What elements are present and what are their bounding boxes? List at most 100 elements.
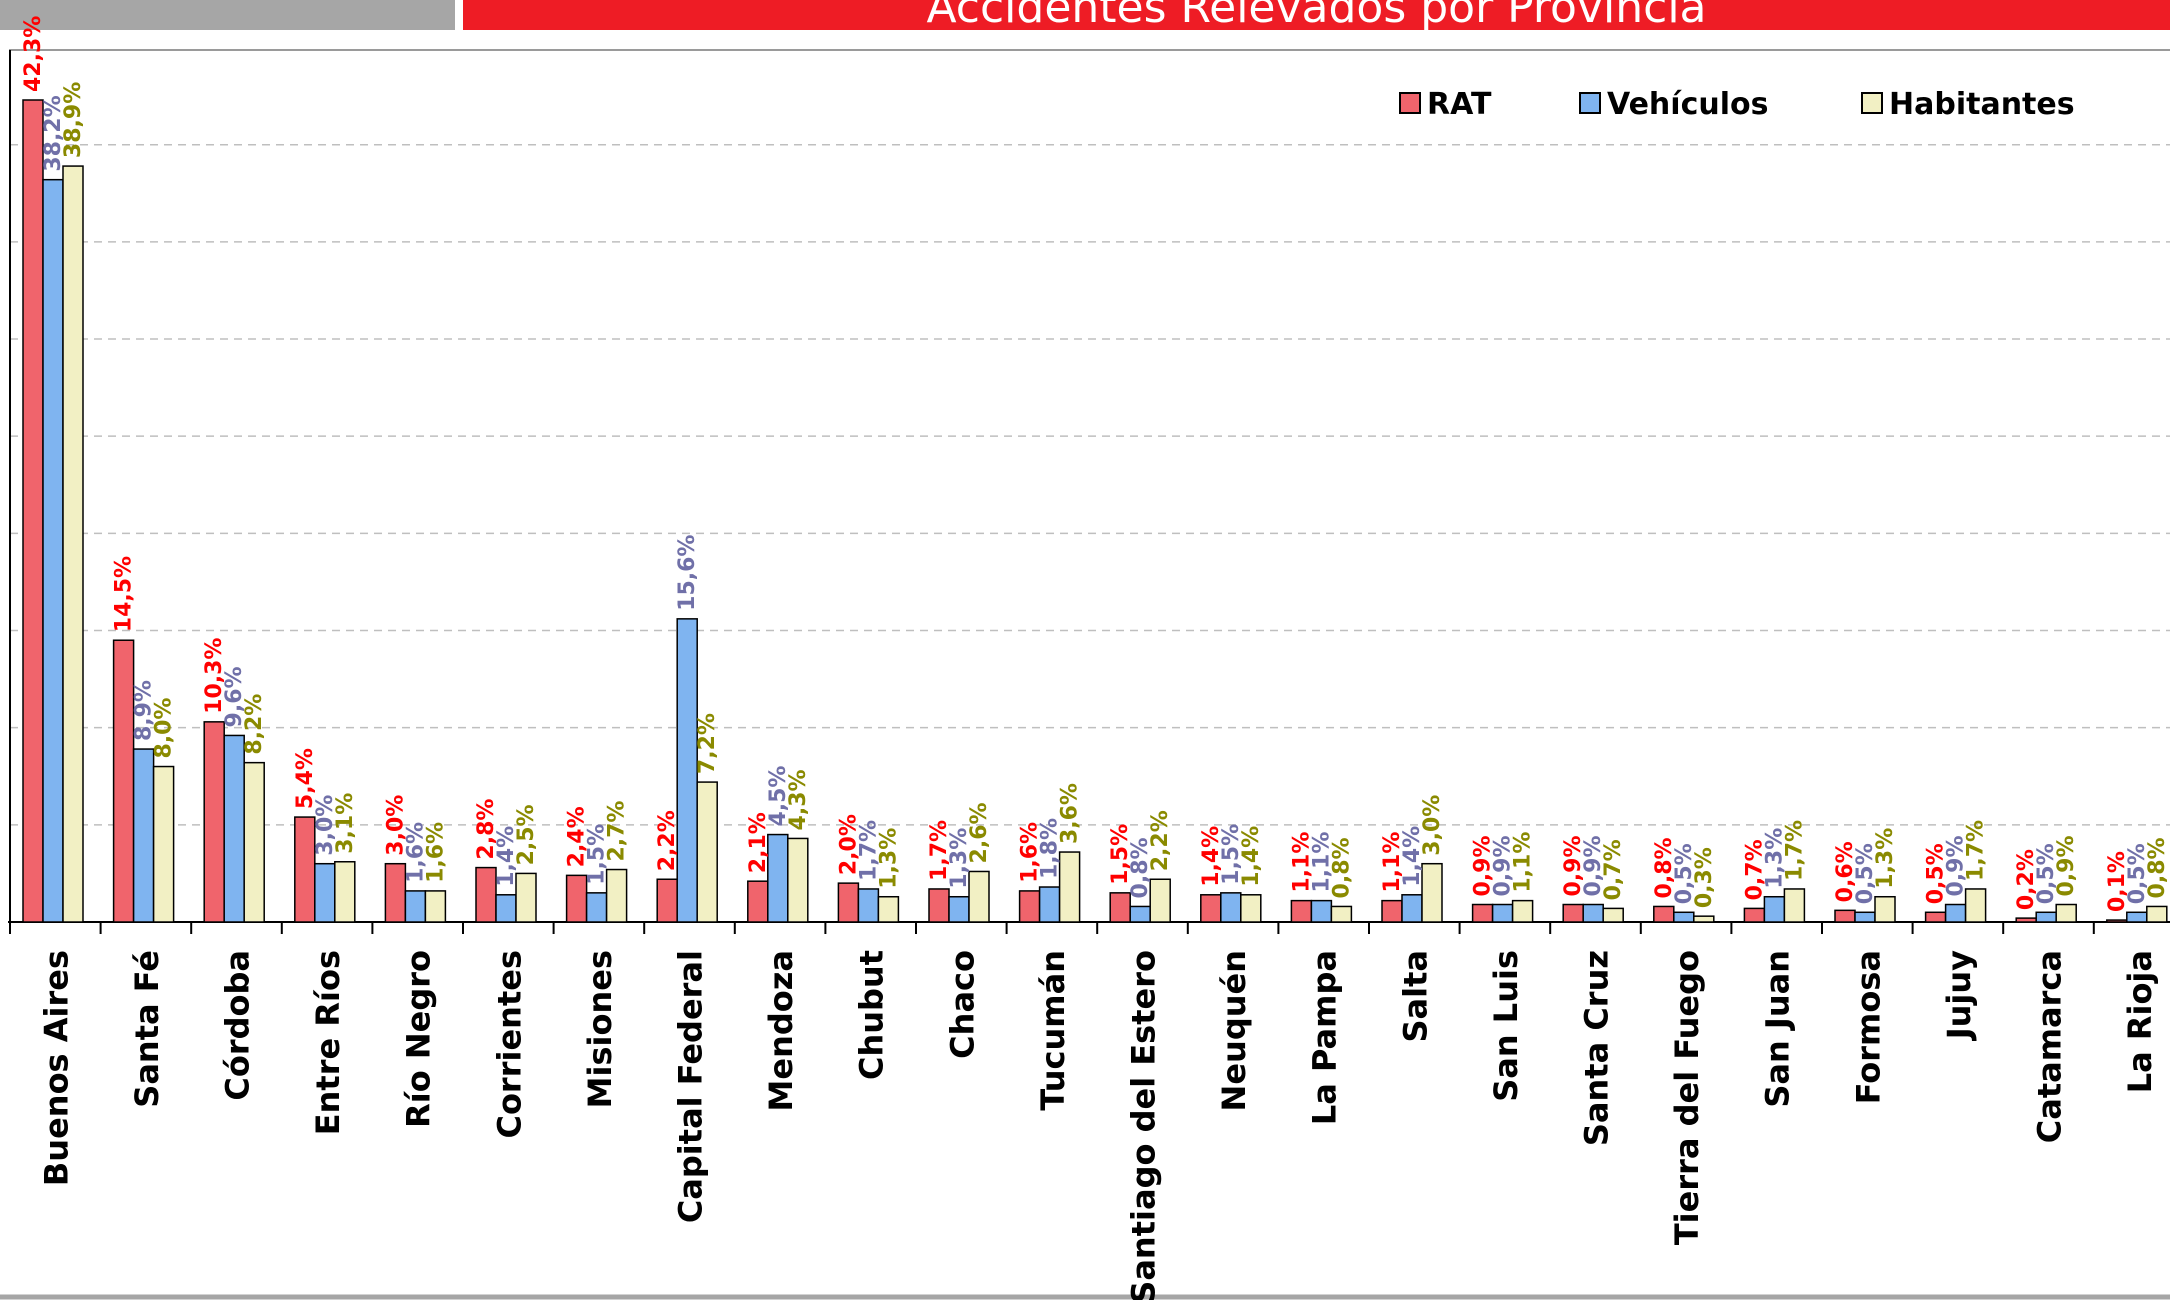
data-label-habitantes: 8,2% [242, 694, 267, 755]
bar-habitantes [968, 870, 990, 923]
data-label-vehiculos: 1,3% [947, 828, 972, 889]
bar-vehiculos [1491, 903, 1514, 923]
bar-rat [2015, 917, 2037, 923]
bar-rat [22, 99, 44, 923]
bar-rat [1924, 911, 1947, 923]
data-label-vehiculos: 4,5% [766, 766, 791, 827]
data-label-rat: 2,4% [565, 806, 590, 867]
bar-rat [112, 639, 135, 923]
bar-rat [1653, 905, 1675, 923]
data-label-rat: 1,1% [1380, 832, 1405, 893]
data-label-vehiculos: 0,5% [1672, 843, 1697, 904]
category-label: Río Negro [400, 950, 438, 1128]
bar-habitantes [1693, 915, 1715, 923]
bar-rat [1834, 909, 1856, 923]
bar-habitantes [424, 890, 447, 923]
data-label-habitantes: 1,3% [1873, 828, 1898, 889]
data-label-habitantes: 1,3% [876, 828, 901, 889]
legend: RAT Vehículos Habitantes [1399, 87, 2075, 122]
data-label-vehiculos: 0,5% [2125, 843, 2150, 904]
data-label-vehiculos: 3,0% [313, 795, 338, 856]
bar-habitantes [1240, 894, 1262, 923]
bar-habitantes [1330, 905, 1353, 923]
data-label-vehiculos: 0,5% [1853, 843, 1878, 904]
bar-habitantes [696, 781, 718, 923]
data-label-vehiculos: 1,6% [403, 822, 428, 883]
category-labels: Buenos Aires Santa Fé Córdoba Entre Ríos Río… [37, 950, 2159, 1300]
bar-habitantes [1149, 878, 1171, 923]
data-label-vehiculos: 8,9% [132, 680, 157, 741]
data-label-vehiculos: 1,1% [1309, 832, 1334, 893]
bar-rat [656, 878, 678, 923]
data-label-rat: 0,2% [2014, 849, 2039, 910]
data-label-habitantes: 4,3% [786, 769, 811, 830]
category-label: Chaco [943, 950, 981, 1059]
bar-rat [294, 816, 316, 923]
bar-vehiculos [1129, 905, 1151, 923]
data-label-habitantes: 2,7% [605, 801, 630, 862]
bar-rat [1109, 892, 1131, 923]
legend-label-rat: RAT [1427, 87, 1492, 122]
bar-rat [565, 874, 588, 923]
data-label-rat: 0,5% [1924, 843, 1949, 904]
bar-habitantes [1058, 851, 1081, 923]
bar-vehiculos [585, 892, 608, 923]
data-label-habitantes: 7,2% [695, 713, 720, 774]
bar-vehiculos [132, 748, 155, 923]
bar-habitantes [1964, 888, 1987, 923]
bar-vehiculos [1673, 911, 1695, 923]
data-label-rat: 42,3% [21, 16, 46, 92]
bar-habitantes [243, 761, 265, 923]
data-label-rat: 0,9% [1471, 835, 1496, 896]
data-label-rat: 1,4% [1199, 826, 1224, 887]
data-label-vehiculos: 1,7% [856, 820, 881, 881]
bar-vehiculos [404, 890, 427, 923]
bar-habitantes [62, 165, 84, 923]
data-label-rat: 0,9% [1561, 835, 1586, 896]
data-label-habitantes: 3,0% [1420, 795, 1445, 856]
bar-vehiculos [1944, 903, 1967, 923]
bar-vehiculos [1854, 911, 1876, 923]
data-label-vehiculos: 0,9% [1491, 835, 1516, 896]
bar-habitantes [2055, 903, 2077, 923]
category-label: Santa Fé [128, 950, 166, 1108]
data-label-vehiculos: 1,4% [494, 826, 519, 887]
data-label-vehiculos: 0,9% [1944, 835, 1969, 896]
bar-vehiculos [1310, 899, 1333, 923]
bar-vehiculos [1038, 886, 1061, 923]
category-label: Buenos Aires [37, 950, 75, 1186]
data-label-vehiculos: 1,3% [1762, 828, 1787, 889]
bar-rat [203, 721, 225, 923]
bar-habitantes [787, 837, 809, 923]
data-label-rat: 1,5% [1108, 824, 1133, 885]
data-label-vehiculos: 1,5% [585, 824, 610, 885]
header-gray-strip [0, 0, 455, 30]
axes [0, 49, 2170, 1300]
category-label: Neuquén [1215, 950, 1253, 1111]
data-label-habitantes: 3,6% [1058, 783, 1083, 844]
bar-habitantes [1421, 862, 1443, 923]
data-label-habitantes: 0,8% [2145, 837, 2170, 898]
data-label-vehiculos: 0,8% [1128, 837, 1153, 898]
bar-vehiculos [42, 178, 64, 923]
legend-swatch-rat [1399, 92, 1421, 114]
data-label-habitantes: 1,1% [1511, 832, 1536, 893]
data-label-habitantes: 1,7% [1782, 820, 1807, 881]
data-label-habitantes: 3,1% [333, 793, 358, 854]
data-label-rat: 1,1% [1289, 832, 1314, 893]
bar-habitantes [334, 861, 356, 923]
chart-title: Accidentes Relevados por Provincia [926, 0, 1707, 30]
category-label: La Pampa [1306, 950, 1344, 1125]
data-label-rat: 2,1% [746, 812, 771, 873]
bar-rat [1471, 903, 1494, 923]
bar-vehiculos [857, 888, 880, 923]
bar-vehiculos [223, 734, 245, 923]
bar-habitantes [152, 765, 175, 923]
bar-vehiculos [495, 894, 517, 923]
bar-rat [1381, 899, 1403, 923]
category-label: Córdoba [219, 950, 257, 1101]
bar-rat [928, 888, 950, 923]
data-label-vehiculos: 15,6% [675, 535, 700, 611]
category-label: Misiones [581, 950, 619, 1108]
data-label-vehiculos: 9,6% [222, 666, 247, 727]
